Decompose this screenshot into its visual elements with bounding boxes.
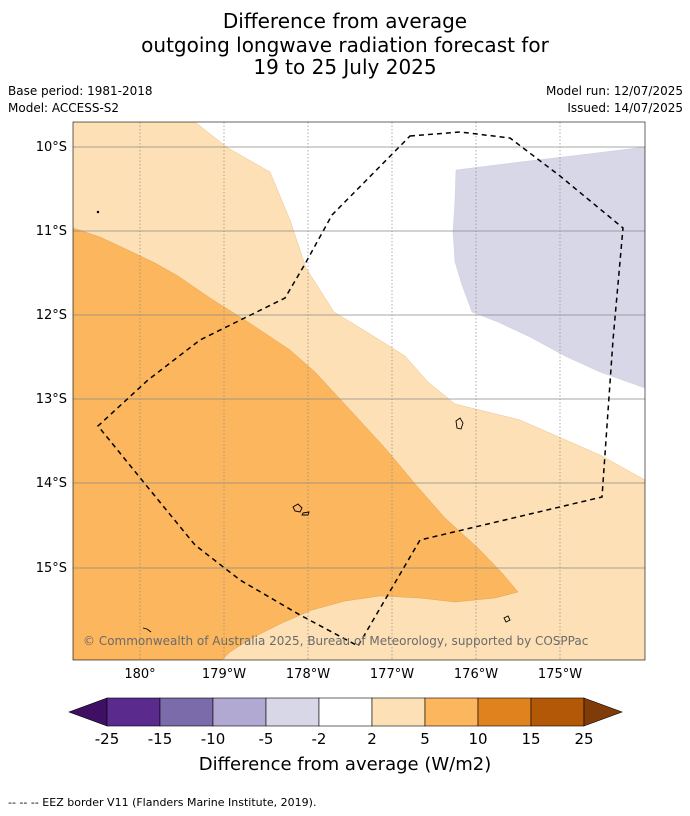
colorbar-tick-label: -10 [201,730,226,748]
colorbar-extend-high [583,697,623,727]
colorbar-segment [212,697,267,727]
model-text: Model: ACCESS-S2 [8,101,120,115]
lon-label-177w: 177°W [370,667,414,682]
colorbar-tick-label: -25 [95,730,120,748]
model-run-text: Model run: 12/07/2025 [545,84,683,98]
colorbar-segment [530,697,585,727]
colorbar-tick-label: -5 [259,730,274,748]
title-line-3: 19 to 25 July 2025 [253,55,437,79]
lon-label-178w: 178°W [286,667,330,682]
islands [96,210,511,633]
colorbar-segment [318,697,373,727]
island-dot [96,210,100,214]
colorbar-title: Difference from average (W/m2) [199,754,491,775]
colorbar-tick-label: -2 [312,730,327,748]
lat-label-12s: 12°S [36,308,67,323]
colorbar-segment [371,697,426,727]
lon-label-176w: 176°W [454,667,498,682]
island-niuafoou [455,417,464,430]
copyright-text: © Commonwealth of Australia 2025, Bureau… [83,634,588,648]
colorbar: -25 -15 -10 -5 -2 2 5 10 15 25 [68,697,623,748]
colorbar-tick-label: 25 [574,730,593,748]
issued-text: Issued: 14/07/2025 [567,101,683,115]
title-line-1: Difference from average [222,9,468,33]
lon-label-179w: 179°W [202,667,246,682]
island-wallis-small [301,511,310,516]
lon-label-175w: 175°W [538,667,582,682]
latitude-labels: 10°S 11°S 12°S 13°S 14°S 15°S [36,140,67,576]
lat-label-14s: 14°S [36,476,67,491]
colorbar-extend-low [68,697,108,727]
lat-label-11s: 11°S [36,224,67,239]
base-period-text: Base period: 1981-2018 [8,84,153,98]
longitude-labels: 180° 179°W 178°W 177°W 176°W 175°W [124,667,582,682]
colorbar-tick-label: 15 [521,730,540,748]
colorbar-tick-label: 5 [420,730,430,748]
lon-label-180: 180° [124,667,155,682]
colorbar-tick-label: -15 [148,730,173,748]
map-frame [72,121,646,661]
lat-label-10s: 10°S [36,140,67,155]
anomaly-region-orange [73,227,519,660]
eez-legend-text: -- -- -- EEZ border V11 (Flanders Marine… [8,796,317,809]
lat-label-15s: 15°S [36,561,67,576]
island-southwest [142,627,152,633]
colorbar-segment [159,697,214,727]
lat-label-13s: 13°S [36,392,67,407]
colorbar-tick-label: 10 [468,730,487,748]
graticule [73,122,645,660]
colorbar-segment [477,697,532,727]
colorbar-segment [265,697,320,727]
colorbar-tick-label: 2 [367,730,377,748]
title-line-2: outgoing longwave radiation forecast for [141,33,549,57]
island-wallis [292,503,303,513]
map-panel: © Commonwealth of Australia 2025, Bureau… [73,122,645,660]
island-south [503,615,511,623]
colorbar-segment [106,697,161,727]
colorbar-segment [424,697,479,727]
